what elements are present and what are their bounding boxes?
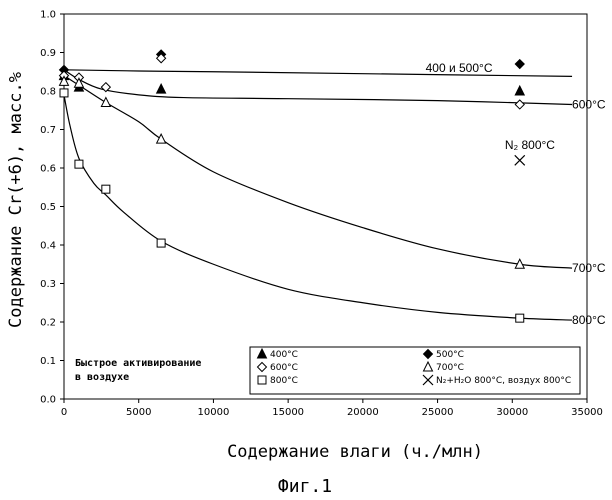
x-tick-label: 0 — [61, 407, 67, 418]
x-tick-label: 20000 — [347, 407, 379, 418]
y-tick-label: 0.7 — [40, 125, 56, 136]
x-axis-title: Содержание влаги (ч./млн) — [227, 442, 483, 462]
legend-label: 400°C — [270, 350, 298, 360]
data-point-800-c — [60, 89, 68, 97]
annotation-label: 400 и 500°C — [426, 61, 493, 75]
x-tick-label: 25000 — [422, 407, 454, 418]
x-tick-label: 5000 — [126, 407, 151, 418]
y-axis-title: Содержание Cr(+6), масс.% — [6, 72, 26, 328]
legend: 400°C 500°C 600°C 700°C 800°C N₂+H₂O 800°C, в… — [250, 347, 580, 394]
note-line-2: в воздухе — [75, 372, 129, 383]
legend-label: N₂+H₂O 800°C, воздух 800°C — [436, 376, 571, 386]
y-tick-label: 0.8 — [40, 87, 56, 98]
legend-marker — [258, 376, 266, 384]
y-tick-label: 0.6 — [40, 164, 56, 175]
annotation-label: N₂ 800°C — [505, 138, 555, 152]
legend-label: 500°C — [436, 350, 464, 360]
figure-caption: Фиг.1 — [278, 476, 332, 497]
annotation-label: 600°C — [572, 97, 606, 111]
y-tick-label: 0.3 — [40, 279, 56, 290]
y-tick-label: 0.4 — [40, 241, 56, 252]
x-tick-label: 35000 — [571, 407, 603, 418]
y-tick-label: 0.9 — [40, 48, 56, 59]
legend-label: 800°C — [270, 376, 298, 386]
legend-label: 700°C — [436, 363, 464, 373]
y-tick-label: 0.0 — [40, 395, 56, 406]
data-point-800-c — [157, 239, 165, 247]
y-tick-label: 1.0 — [40, 10, 56, 21]
data-point-800-c — [516, 314, 524, 322]
y-tick-label: 0.2 — [40, 318, 56, 329]
legend-label: 600°C — [270, 363, 298, 373]
legend-box — [250, 347, 580, 394]
y-tick-label: 0.1 — [40, 356, 56, 367]
note-line-1: Быстрое активирование — [75, 358, 201, 369]
x-tick-label: 30000 — [496, 407, 528, 418]
annotation-label: 800°C — [572, 313, 606, 327]
data-point-800-c — [102, 185, 110, 193]
x-tick-label: 15000 — [272, 407, 304, 418]
data-point-800-c — [75, 160, 83, 168]
x-tick-label: 10000 — [198, 407, 230, 418]
annotation-label: 700°C — [572, 261, 606, 275]
plot-area — [64, 14, 587, 399]
y-tick-label: 0.5 — [40, 202, 56, 213]
